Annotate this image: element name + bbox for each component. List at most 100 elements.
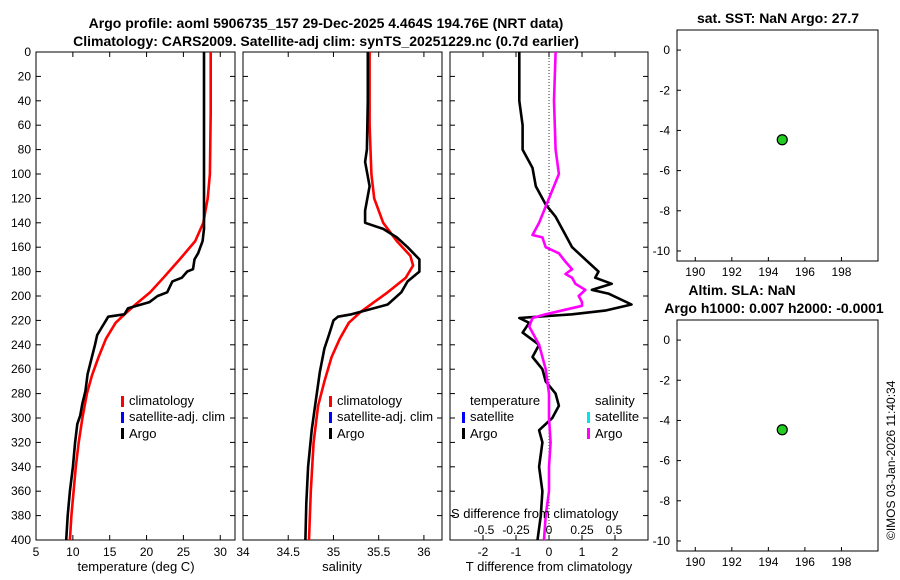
legend-label-satellite: satellite-adj. clim [129, 409, 225, 424]
x-tick-label: 10 [66, 545, 80, 559]
temperature-lines [64, 52, 212, 541]
difference-x-label: T difference from climatology [466, 559, 633, 574]
s-tick: 0 [546, 523, 553, 537]
y-tick-label: 340 [11, 460, 31, 474]
legend-label-temperature: temperature [470, 393, 540, 408]
legend-swatch-argo [121, 428, 124, 439]
x-tick-label: -2 [478, 545, 489, 559]
x-tick-label: 194 [758, 265, 778, 279]
x-tick-label: 36 [417, 545, 431, 559]
difference-y-ticks [450, 51, 648, 541]
legend-swatch-climatology [329, 396, 332, 407]
legend-label-argo: Argo [470, 426, 497, 441]
legend-swatch-satellite [121, 412, 124, 423]
temperature-panel: 5 10 15 20 25 30 0 20 40 60 80 100 120 140 160 180 200 2… [11, 45, 236, 574]
y-tick-label: 60 [18, 118, 32, 132]
x-tick-label: 35.5 [367, 545, 391, 559]
series-line [304, 52, 421, 541]
x-tick-label: 190 [685, 265, 705, 279]
x-tick-label: 5 [33, 545, 40, 559]
y-tick-label: -6 [659, 164, 670, 178]
y-tick-label: 180 [11, 265, 31, 279]
legend-swatch-satellite [329, 412, 332, 423]
x-tick-label: 1 [579, 545, 586, 559]
x-tick-label: 192 [722, 265, 742, 279]
y-tick-label: 40 [18, 94, 32, 108]
salinity-x-label: salinity [322, 559, 362, 574]
sst-x-ticks: 190 192 194 196 198 [685, 257, 852, 279]
y-tick-label: 160 [11, 240, 31, 254]
y-tick-label: 80 [18, 143, 32, 157]
depth-y-ticks: 0 20 40 60 80 100 120 140 160 180 200 220 240 260 280 3… [11, 45, 235, 547]
legend-label-satellite: satellite [595, 409, 639, 424]
x-tick-label: 198 [831, 555, 851, 569]
y-tick-label: -6 [659, 454, 670, 468]
x-tick-label: 194 [758, 555, 778, 569]
legend-swatch-climatology [121, 396, 124, 407]
salinity-lines [304, 52, 421, 541]
argo-location-point [776, 424, 788, 436]
legend-label-salinity: salinity [595, 393, 635, 408]
legend-label-climatology: climatology [129, 393, 195, 408]
x-tick-label: -1 [511, 545, 522, 559]
y-tick-label: 400 [11, 533, 31, 547]
y-tick-label: 300 [11, 411, 31, 425]
y-tick-label: 260 [11, 362, 31, 376]
salinity-y-ticks [243, 51, 442, 541]
legend-swatch-argo-salinity [587, 428, 590, 439]
y-tick-label: -2 [659, 373, 670, 387]
y-tick-label: 20 [18, 69, 32, 83]
legend-label-argo: Argo [595, 426, 622, 441]
y-tick-label: 360 [11, 484, 31, 498]
temperature-legend: climatology satellite-adj. clim Argo [121, 393, 225, 441]
y-tick-label: 380 [11, 509, 31, 523]
y-tick-label: 320 [11, 435, 31, 449]
x-tick-label: 20 [140, 545, 154, 559]
x-tick-label: 15 [103, 545, 117, 559]
sla-title: Altim. SLA: NaN [688, 282, 795, 298]
legend-label-climatology: climatology [337, 393, 403, 408]
sla-title-2: Argo h1000: 0.007 h2000: -0.0001 [664, 300, 884, 316]
y-tick-label: 140 [11, 216, 31, 230]
sla-map-panel: Altim. SLA: NaN Argo h1000: 0.007 h2000:… [653, 282, 884, 569]
x-tick-label: 198 [831, 265, 851, 279]
x-tick-label: 34 [236, 545, 250, 559]
x-tick-label: 196 [795, 555, 815, 569]
argo-location-point [776, 134, 788, 146]
series-line [64, 52, 206, 541]
x-tick-label: 192 [722, 555, 742, 569]
sst-map-panel: sat. SST: NaN Argo: 27.7 190 192 194 196 198… [653, 10, 879, 279]
salinity-x-ticks: 34 34.5 35 35.5 36 [236, 52, 431, 559]
watermark: ©IMOS 03-Jan-2026 11:40:34 [884, 380, 898, 540]
x-tick-label: 0 [546, 545, 553, 559]
s-tick: 0.25 [570, 523, 594, 537]
sla-y-ticks: 0 -2 -4 -6 -8 -10 [653, 333, 681, 548]
figure-title-line1: Argo profile: aoml 5906735_157 29-Dec-20… [89, 15, 564, 31]
salinity-legend: climatology satellite-adj. clim Argo [329, 393, 433, 441]
s-tick: -0.5 [474, 523, 495, 537]
legend-swatch-satellite-salinity [587, 412, 590, 423]
s-difference-label: S difference from climatology [451, 506, 619, 521]
legend-swatch-argo [462, 428, 465, 439]
temperature-x-label: temperature (deg C) [77, 559, 194, 574]
figure-title-line2: Climatology: CARS2009. Satellite-adj cli… [73, 33, 579, 49]
difference-lines [517, 51, 633, 541]
y-tick-label: 0 [663, 43, 670, 57]
y-tick-label: 220 [11, 313, 31, 327]
legend-label-argo: Argo [129, 426, 156, 441]
difference-legend-left: temperature satellite Argo [462, 393, 540, 441]
difference-x-ticks: -2 -1 0 1 2 [478, 52, 619, 559]
sla-x-ticks: 190 192 194 196 198 [685, 547, 852, 569]
y-tick-label: -4 [659, 413, 670, 427]
s-difference-ticks: -0.5 -0.25 0 0.25 0.5 [474, 523, 623, 537]
y-tick-label: 0 [663, 333, 670, 347]
legend-swatch-argo [329, 428, 332, 439]
x-tick-label: 34.5 [277, 545, 301, 559]
sst-title: sat. SST: NaN Argo: 27.7 [697, 10, 859, 26]
y-tick-label: 100 [11, 167, 31, 181]
salinity-panel: 34 34.5 35 35.5 36 salinity climatology sate… [236, 51, 443, 574]
x-tick-label: 30 [214, 545, 228, 559]
y-tick-label: -2 [659, 83, 670, 97]
x-tick-label: 35 [327, 545, 341, 559]
